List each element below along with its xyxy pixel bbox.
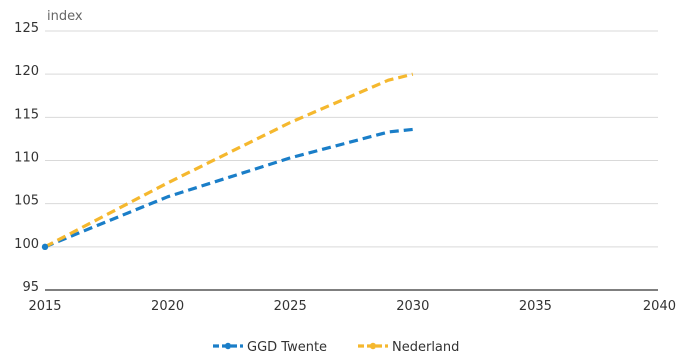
x-tick-label: 2030 — [396, 299, 429, 314]
x-tick-labels: 2015 2020 2025 2030 2035 2040 — [28, 299, 676, 314]
y-axis-label: index — [47, 9, 83, 24]
data-point — [41, 243, 49, 251]
legend: GGD Twente Nederland — [213, 340, 459, 355]
y-tick-label: 120 — [14, 64, 39, 79]
y-tick-labels: 95 100 105 110 115 120 125 — [14, 21, 39, 295]
series-line — [44, 127, 413, 249]
x-tick-label: 2035 — [519, 299, 552, 314]
y-tick-label: 95 — [22, 280, 39, 295]
legend-marker — [224, 342, 232, 350]
x-tick-label: 2025 — [274, 299, 307, 314]
y-tick-label: 105 — [14, 194, 39, 209]
y-tick-label: 125 — [14, 21, 39, 36]
legend-marker — [369, 342, 377, 350]
gridlines — [45, 30, 658, 248]
x-tick-label: 2020 — [151, 299, 184, 314]
legend-label: GGD Twente — [247, 340, 327, 355]
y-tick-label: 110 — [14, 151, 39, 166]
x-tick-label: 2015 — [28, 299, 61, 314]
y-tick-label: 100 — [14, 237, 39, 252]
series-line — [44, 72, 414, 249]
y-tick-label: 115 — [14, 107, 39, 122]
series-lines — [41, 72, 414, 251]
legend-label: Nederland — [392, 340, 459, 355]
x-tick-label: 2040 — [643, 299, 676, 314]
